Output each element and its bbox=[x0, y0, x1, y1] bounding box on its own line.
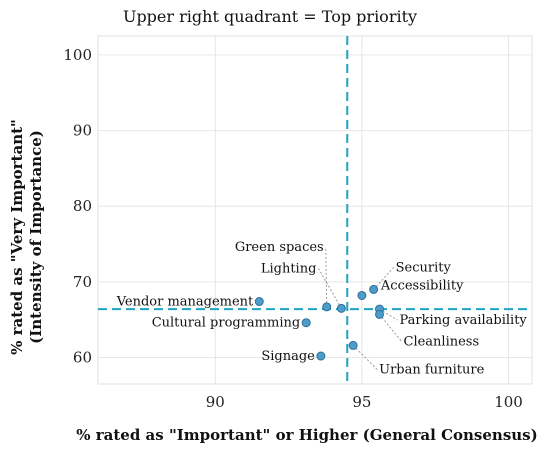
data-point bbox=[357, 290, 367, 300]
reference-lines bbox=[98, 36, 532, 384]
plot-panel bbox=[97, 35, 533, 385]
y-tick-label: 90 bbox=[73, 122, 92, 140]
point-label: Cultural programming bbox=[152, 316, 300, 331]
y-tick-label: 80 bbox=[73, 197, 92, 215]
data-points bbox=[254, 284, 385, 361]
data-point bbox=[369, 284, 379, 294]
point-label: Accessibility bbox=[380, 278, 464, 293]
label-leader-line bbox=[317, 268, 342, 309]
y-axis-label-line2: (Intensity of Importance) bbox=[27, 130, 45, 344]
point-label: Security bbox=[396, 260, 452, 275]
point-label: Signage bbox=[261, 349, 315, 364]
x-tick-label: 90 bbox=[206, 393, 225, 411]
grid bbox=[98, 36, 532, 384]
x-axis-label: % rated as "Important" or Higher (Genera… bbox=[76, 426, 537, 444]
point-label: Cleanliness bbox=[404, 334, 480, 349]
y-axis-label-line1: % rated as "Very Important" bbox=[8, 119, 26, 355]
point-labels: Vendor management Cultural programming Sig… bbox=[116, 240, 528, 378]
y-tick-label: 60 bbox=[73, 349, 92, 367]
y-tick-label: 70 bbox=[73, 273, 92, 291]
chart-title: Upper right quadrant = Top priority bbox=[123, 7, 417, 26]
data-point bbox=[301, 318, 311, 328]
label-leader-line bbox=[352, 345, 378, 370]
data-point bbox=[316, 351, 326, 361]
point-label: Urban furniture bbox=[379, 362, 484, 377]
axis-ticks: 90 95 100 60 70 80 90 100 bbox=[63, 46, 523, 411]
x-tick-label: 95 bbox=[352, 393, 371, 411]
data-point bbox=[322, 302, 332, 312]
point-label: Parking availability bbox=[400, 313, 528, 328]
point-label: Vendor management bbox=[116, 295, 254, 310]
label-leaders bbox=[317, 246, 402, 370]
x-tick-label: 100 bbox=[494, 393, 523, 411]
label-leader-line bbox=[379, 314, 402, 342]
point-label: Green spaces bbox=[235, 240, 324, 255]
y-tick-label: 100 bbox=[63, 46, 92, 64]
data-point bbox=[336, 303, 346, 313]
label-leader-line bbox=[373, 267, 395, 290]
label-leader-line bbox=[325, 246, 328, 307]
data-point bbox=[348, 340, 358, 350]
data-point bbox=[254, 297, 264, 307]
label-leader-line bbox=[379, 308, 398, 321]
data-point bbox=[375, 309, 385, 319]
point-label: Lighting bbox=[261, 261, 317, 276]
